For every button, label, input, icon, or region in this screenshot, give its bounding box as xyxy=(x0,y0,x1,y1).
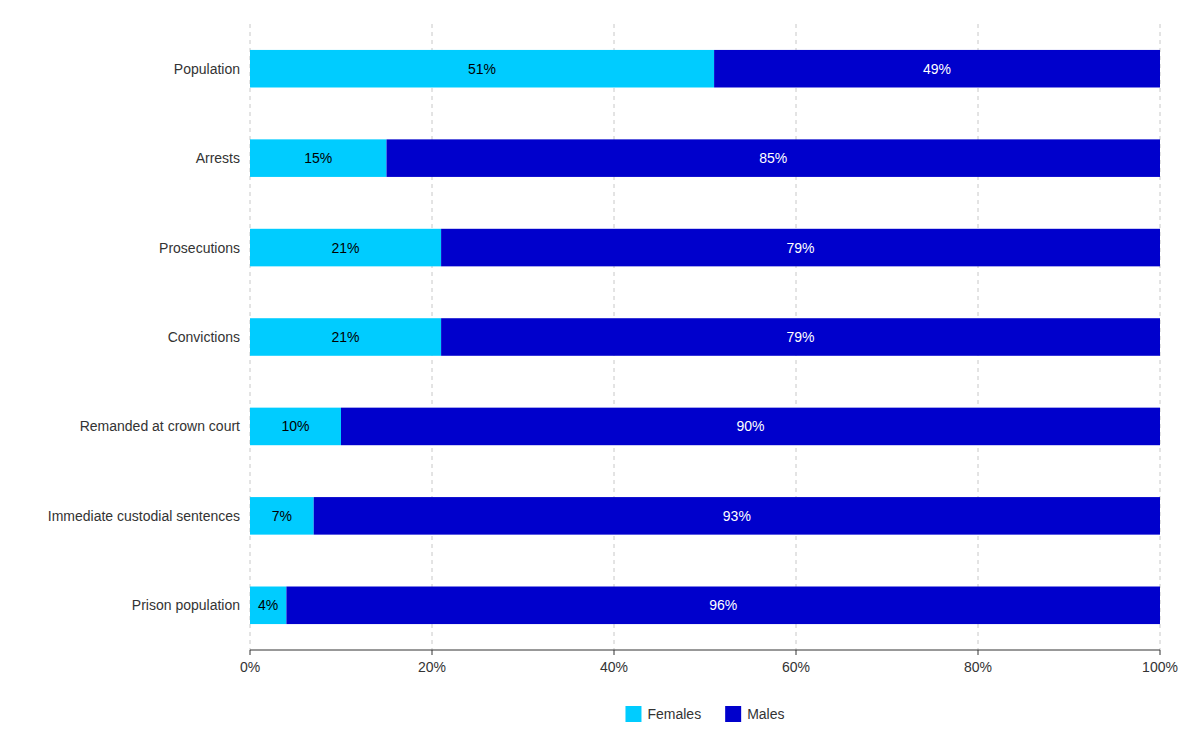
bar xyxy=(286,587,1160,625)
bar xyxy=(441,318,1160,356)
data-label: 49% xyxy=(923,61,951,77)
x-tick-label: 0% xyxy=(240,659,260,675)
bar xyxy=(250,587,286,625)
data-label: 79% xyxy=(787,240,815,256)
legend-label: Males xyxy=(747,706,784,722)
data-label: 96% xyxy=(709,597,737,613)
data-label: 4% xyxy=(258,597,278,613)
y-tick-label: Prosecutions xyxy=(159,240,240,256)
data-label: 90% xyxy=(736,418,764,434)
x-tick xyxy=(1160,650,1161,655)
y-axis: Population Arrests Prosecutions Convictions… xyxy=(48,61,240,614)
legend-label: Females xyxy=(647,706,701,722)
x-tick xyxy=(614,650,615,655)
y-tick-label: Remanded at crown court xyxy=(80,418,240,434)
x-tick-label: 100% xyxy=(1142,659,1178,675)
bar xyxy=(250,318,441,356)
x-tick-label: 80% xyxy=(964,659,992,675)
chart-svg: 51% 49% 15% 85% 21% 79% 21% 79% 10% 90% 7% 93% 4% 96%… xyxy=(0,0,1200,754)
data-labels: 51% 49% 15% 85% 21% 79% 21% 79% 10% 90% 7% 93% 4% 96% xyxy=(258,61,951,614)
bar xyxy=(341,408,1160,446)
x-tick xyxy=(432,650,433,655)
y-tick-label: Convictions xyxy=(168,329,240,345)
x-tick-label: 60% xyxy=(782,659,810,675)
legend-swatch xyxy=(725,706,741,722)
bar xyxy=(250,229,441,267)
bar xyxy=(250,139,387,177)
data-label: 85% xyxy=(759,150,787,166)
x-axis-line xyxy=(250,650,1160,651)
x-tick xyxy=(250,650,251,655)
x-tick xyxy=(978,650,979,655)
bar xyxy=(387,139,1161,177)
bar xyxy=(441,229,1160,267)
data-label: 21% xyxy=(332,329,360,345)
grid xyxy=(250,24,1160,650)
data-label: 51% xyxy=(468,61,496,77)
data-label: 21% xyxy=(332,240,360,256)
y-tick-label: Prison population xyxy=(132,597,240,613)
x-tick-label: 40% xyxy=(600,659,628,675)
bar xyxy=(250,408,341,446)
bar xyxy=(714,50,1160,88)
bar xyxy=(314,497,1160,535)
data-label: 79% xyxy=(787,329,815,345)
data-label: 10% xyxy=(281,418,309,434)
y-tick-label: Population xyxy=(174,61,240,77)
data-label: 93% xyxy=(723,508,751,524)
legend-swatch xyxy=(625,706,641,722)
bars xyxy=(250,50,1160,624)
chart-container: 51% 49% 15% 85% 21% 79% 21% 79% 10% 90% 7% 93% 4% 96%… xyxy=(0,0,1200,754)
x-tick xyxy=(796,650,797,655)
bar xyxy=(250,50,714,88)
bar xyxy=(250,497,314,535)
data-label: 15% xyxy=(304,150,332,166)
legend: Females Males xyxy=(625,706,784,722)
data-label: 7% xyxy=(272,508,292,524)
y-tick-label: Arrests xyxy=(196,150,240,166)
x-tick-label: 20% xyxy=(418,659,446,675)
y-tick-label: Immediate custodial sentences xyxy=(48,508,240,524)
x-axis: 0% 20% 40% 60% 80% 100% xyxy=(240,650,1178,675)
